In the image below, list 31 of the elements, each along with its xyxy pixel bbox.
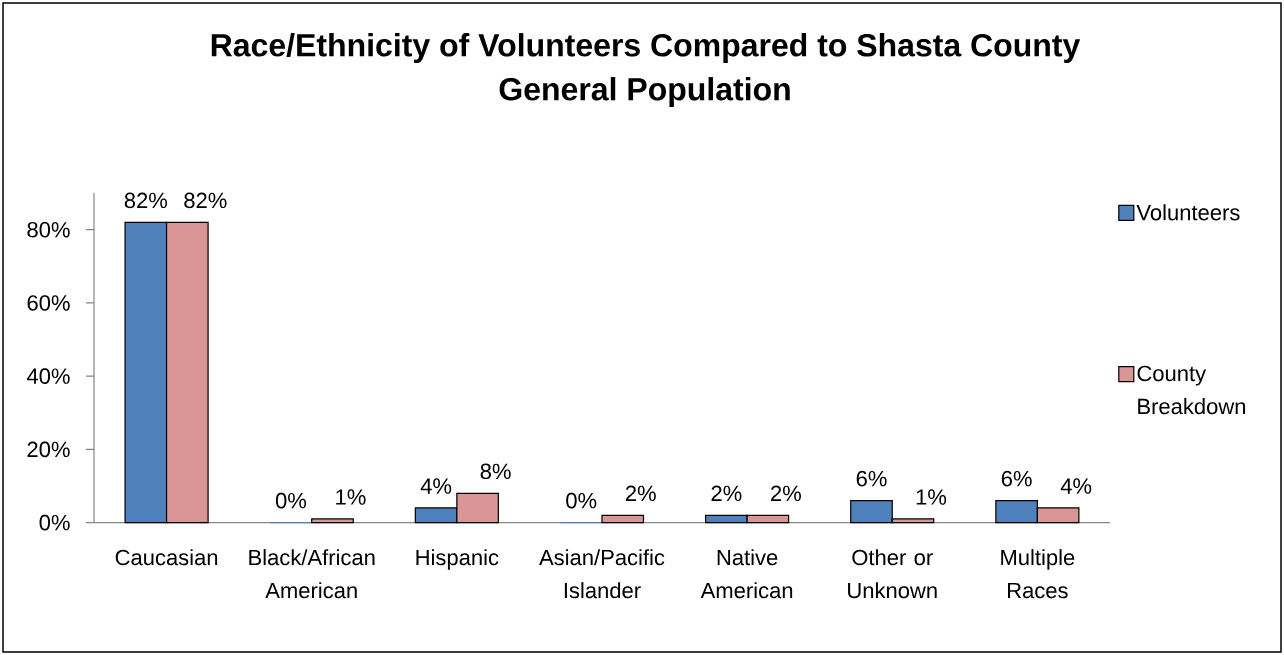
data-label: 0% bbox=[566, 492, 597, 509]
data-label: 82% bbox=[184, 192, 227, 209]
bar bbox=[601, 514, 645, 524]
y-tick-label: 40% bbox=[26, 368, 70, 384]
data-label: 6% bbox=[1001, 470, 1032, 487]
legend-label: County Breakdown bbox=[1137, 365, 1246, 415]
data-label: 6% bbox=[856, 470, 887, 487]
data-label: 82% bbox=[124, 192, 168, 209]
x-tick-label: Asian/Pacific Islander bbox=[539, 549, 665, 599]
x-tick-label: Native American bbox=[700, 549, 793, 599]
data-label: 2% bbox=[771, 485, 801, 502]
x-tick-label: Multiple Races bbox=[1001, 549, 1075, 599]
data-label: 1% bbox=[336, 489, 366, 505]
x-tick-label: Caucasian bbox=[115, 549, 218, 566]
data-label: 2% bbox=[711, 485, 742, 502]
y-tick-label: 60% bbox=[27, 295, 70, 311]
y-tick-label: 80% bbox=[27, 221, 70, 238]
data-label: 8% bbox=[480, 463, 511, 480]
bar bbox=[311, 518, 354, 524]
data-label: 0% bbox=[275, 492, 307, 509]
y-tick-label: 20% bbox=[27, 441, 70, 458]
data-label: 2% bbox=[625, 485, 656, 502]
x-tick-label: Hispanic bbox=[416, 549, 499, 570]
data-label: 4% bbox=[1060, 478, 1092, 494]
y-tick-label: 0% bbox=[39, 514, 70, 531]
data-label: 4% bbox=[420, 478, 452, 494]
chart-title: Race/Ethnicity of Volunteers Compared to Shasta County General Population bbox=[211, 33, 1081, 107]
x-tick-label: Other or Unknown bbox=[848, 549, 937, 599]
data-label: 1% bbox=[916, 489, 947, 505]
legend-label: Volunteers bbox=[1136, 204, 1240, 221]
x-tick-label: Black/African American bbox=[249, 549, 375, 599]
